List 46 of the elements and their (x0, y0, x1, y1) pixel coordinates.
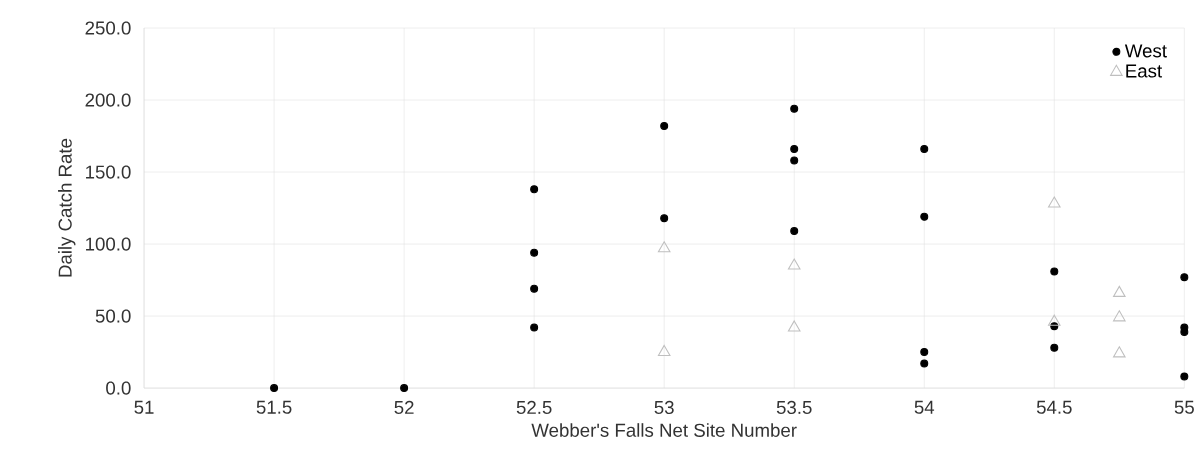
point (1112, 285, 1126, 298)
point (920, 348, 929, 357)
point (1050, 267, 1059, 276)
x-tick-label: 52.5 (516, 400, 552, 415)
x-tick-label: 51.5 (256, 400, 292, 414)
point (1047, 196, 1061, 208)
x-tick-label: 55 (1174, 400, 1194, 414)
y-axis-title: Daily Catch Rate (58, 138, 76, 277)
point (790, 227, 799, 236)
point (790, 145, 799, 154)
point (920, 212, 929, 221)
point (790, 156, 799, 165)
y-tick-label: 250.0 (85, 21, 131, 35)
point (530, 284, 539, 293)
point (790, 104, 799, 113)
point (530, 185, 539, 194)
point (270, 384, 279, 393)
y-tick-label: 100.0 (86, 237, 131, 251)
point (920, 145, 929, 154)
point (530, 248, 539, 257)
point (1050, 343, 1059, 352)
point (530, 323, 539, 332)
legend-label: West (1124, 44, 1167, 58)
x-tick-label: 54 (914, 400, 935, 414)
point (660, 214, 669, 223)
point (787, 258, 801, 270)
y-tick-label: 0.0 (106, 381, 131, 395)
y-tick-label: 50.0 (95, 309, 131, 323)
point (657, 344, 671, 357)
x-tick-label: 51 (134, 400, 154, 414)
point (657, 241, 671, 253)
point (400, 384, 409, 393)
point (920, 359, 929, 368)
point (787, 320, 801, 332)
x-tick-label: 52 (394, 400, 414, 415)
x-tick-label: 54.5 (1036, 400, 1072, 414)
point (1047, 314, 1061, 326)
y-tick-label: 150.0 (86, 165, 131, 179)
y-tick-label: 200.0 (85, 93, 131, 107)
x-axis-title: Webber's Falls Net Site Number (531, 423, 797, 438)
point (1112, 346, 1126, 358)
x-tick-label: 53.5 (776, 400, 812, 415)
point (660, 122, 669, 131)
point (1112, 310, 1126, 322)
x-tick-label: 53 (654, 400, 674, 415)
legend-label: East (1126, 64, 1163, 78)
